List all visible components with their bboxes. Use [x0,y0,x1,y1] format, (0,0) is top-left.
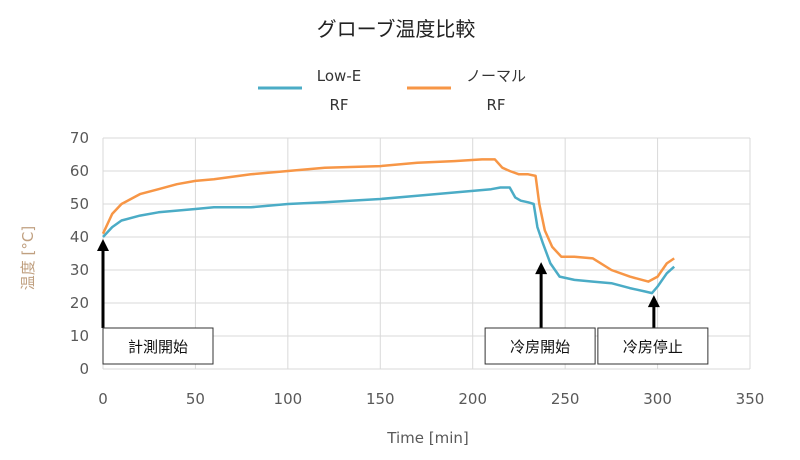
y-tick-label: 10 [70,327,89,345]
series-line-low-e-rf [102,186,676,295]
y-tick-label: 40 [70,228,89,246]
legend-label-low-e-line1: Low-E [317,67,361,85]
legend-label-low-e-line2: RF [329,96,348,114]
y-tick-label: 0 [79,360,89,378]
annotation-label: 冷房開始 [510,338,570,356]
y-tick-label: 60 [70,162,89,180]
y-tick-label: 70 [70,129,89,147]
x-axis-title: Time [min] [386,429,468,447]
legend-label-normal-line1: ノーマル [466,67,526,85]
legend: Low-E RF ノーマル RF [258,67,526,114]
annotations: 計測開始 冷房開始 冷房停止 [97,239,709,365]
annotation-label: 冷房停止 [623,338,683,356]
annotation-arrow-head [535,262,548,275]
x-tick-label: 250 [551,390,580,408]
chart-title: グローブ温度比較 [317,17,476,41]
annotation-box [484,327,596,365]
y-tick-label: 50 [70,195,89,213]
annotation-arrow-head [647,295,660,308]
annotation-box [102,327,214,365]
gridlines [102,137,751,370]
x-tick-label: 150 [366,390,395,408]
x-tick-label: 200 [458,390,487,408]
x-tick-label: 300 [643,390,672,408]
x-tick-label: 100 [274,390,303,408]
annotation-arrow-head [97,239,109,251]
y-axis-ticks: 0 10 20 30 40 50 60 70 [70,129,89,378]
annotation-label: 計測開始 [128,338,188,356]
series-lines [101,158,676,295]
x-tick-label: 350 [736,390,765,408]
y-tick-label: 30 [70,261,89,279]
annotation-box [597,327,709,365]
y-axis-title: 温度 [°C] [19,226,37,290]
y-tick-label: 20 [70,294,89,312]
series-line-normal-rf [101,158,675,283]
x-tick-label: 0 [98,390,108,408]
x-tick-label: 50 [186,390,205,408]
legend-label-normal-line2: RF [486,96,505,114]
x-axis-ticks: 0 50 100 150 200 250 300 350 [98,390,764,408]
